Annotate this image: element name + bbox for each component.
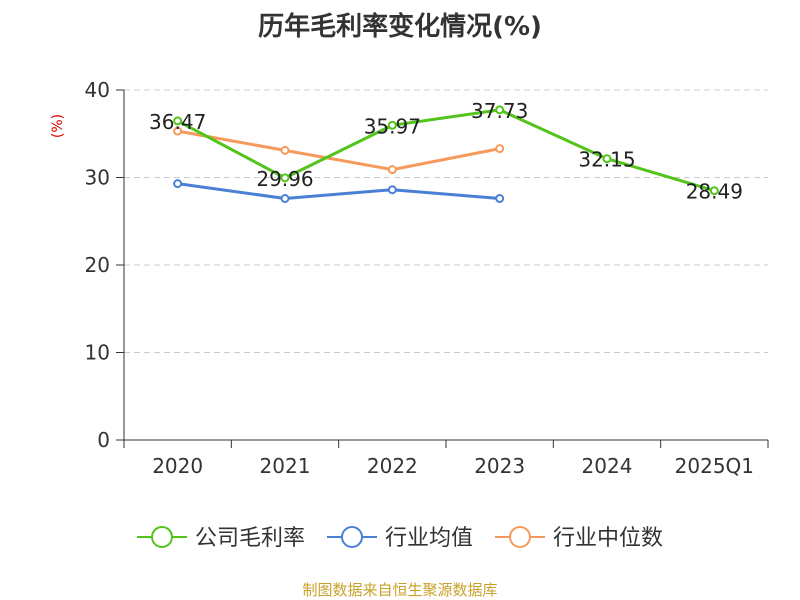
legend-item-2: 行业中位数 — [495, 526, 663, 551]
legend-label: 行业均值 — [385, 526, 473, 551]
data-label: 32.15 — [578, 148, 635, 172]
data-point — [387, 185, 397, 195]
x-tick-label: 2020 — [152, 454, 203, 478]
data-point — [602, 154, 612, 164]
data-label: 35.97 — [364, 114, 421, 138]
y-tick-label: 30 — [85, 166, 110, 190]
data-label: 29.96 — [256, 167, 313, 191]
data-point — [387, 120, 397, 130]
source-note: 制图数据来自恒生聚源数据库 — [302, 581, 498, 599]
y-tick-label: 0 — [97, 428, 110, 452]
data-point — [387, 165, 397, 175]
y-tick-label: 20 — [85, 253, 110, 277]
chart-title: 历年毛利率变化情况(%) — [258, 12, 542, 42]
data-point — [173, 179, 183, 189]
y-tick-label: 10 — [85, 341, 110, 365]
data-label-layer: 36.47 29.96 35.97 37.73 32.15 28.49 — [149, 99, 743, 204]
series-line-2 — [177, 129, 500, 172]
series-line-0 — [176, 108, 715, 193]
legend-label: 公司毛利率 — [195, 526, 305, 551]
y-axis-label: (%) — [50, 114, 66, 138]
series-line-1 — [177, 182, 500, 200]
series-layer — [173, 105, 719, 203]
grid-layer — [124, 89, 768, 353]
y-tick-label: 40 — [85, 78, 110, 102]
x-tick-label: 2022 — [367, 454, 418, 478]
x-tick-label: 2021 — [260, 454, 311, 478]
legend-item-0: 公司毛利率 — [137, 526, 305, 551]
data-point — [495, 105, 505, 115]
legend-marker — [151, 526, 173, 548]
legend-label: 行业中位数 — [553, 526, 663, 551]
data-point — [173, 116, 183, 126]
data-point — [280, 173, 290, 183]
data-point — [173, 126, 183, 136]
x-tick-label: 2024 — [582, 454, 633, 478]
legend-item-1: 行业均值 — [327, 526, 473, 551]
x-tick-label: 2025Q1 — [675, 454, 754, 478]
data-label: 36.47 — [149, 110, 206, 134]
legend: 公司毛利率 行业均值 行业中位数 — [137, 526, 663, 551]
data-point — [280, 194, 290, 203]
data-label: 28.49 — [686, 180, 743, 204]
data-label: 37.73 — [471, 99, 528, 123]
legend-marker — [341, 526, 363, 548]
data-point — [495, 194, 505, 203]
legend-marker — [509, 526, 531, 548]
data-point — [709, 186, 719, 196]
data-point — [495, 144, 505, 154]
data-point — [280, 145, 290, 155]
x-tick-label: 2023 — [474, 454, 525, 478]
axis-layer: 0 10 20 30 40 2020 2021 2022 2023 2024 2025Q1 — [85, 78, 769, 478]
